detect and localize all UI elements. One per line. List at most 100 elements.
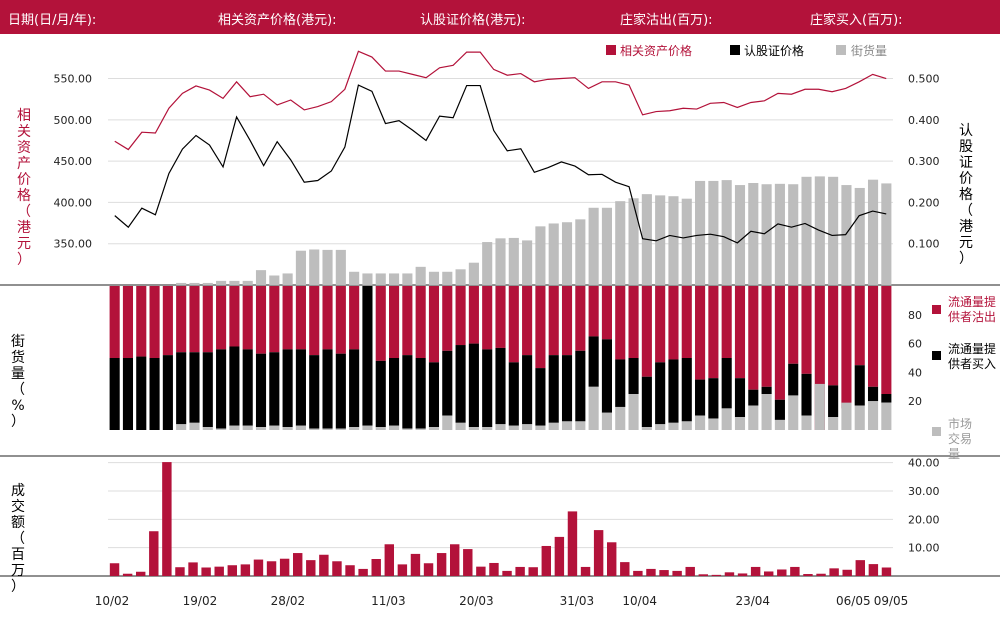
- axis-title-char: 格: [959, 187, 973, 203]
- lp-sell-bar: [695, 286, 706, 380]
- lp-buy-bar: [349, 349, 360, 428]
- axis-title-char: 关: [17, 124, 31, 140]
- turnover-bar: [397, 564, 408, 576]
- lp-buy-bar: [668, 359, 679, 423]
- lp-sell-bar: [601, 286, 612, 340]
- market-volume-bar: [362, 425, 373, 430]
- axis-title-char: 产: [17, 156, 31, 172]
- pct-tick-label: 60: [908, 338, 922, 351]
- right-tick-label: 0.400: [908, 114, 940, 127]
- lp-buy-bar: [522, 355, 533, 425]
- legend-swatch-outstanding: [836, 45, 846, 55]
- lp-sell-bar: [641, 286, 652, 377]
- lp-sell-bar: [455, 286, 466, 346]
- outstanding-bar: [468, 262, 479, 285]
- turnover-bars: [109, 462, 892, 576]
- lp-sell-bar: [801, 286, 812, 374]
- turnover-bar: [593, 530, 604, 576]
- turnover-bar: [188, 562, 198, 576]
- outstanding-bar: [242, 280, 253, 285]
- turnover-bar: [332, 561, 342, 576]
- x-tick-label: 11/03: [371, 594, 406, 608]
- pct-tick-label: 40: [908, 366, 922, 379]
- lp-buy-bar: [774, 399, 785, 420]
- market-volume-bar: [561, 421, 573, 430]
- turnover-bar: [436, 553, 447, 576]
- outstanding-bars: [176, 176, 892, 285]
- lp-sell-bar: [814, 286, 825, 430]
- market-volume-bar: [748, 405, 759, 430]
- header-bar: 日期(日/月/年): 相关资产价格(港元): 认股证价格(港元): 庄家沽出(百…: [0, 0, 1000, 34]
- lp-buy-bar: [362, 286, 373, 426]
- outstanding-bar: [801, 176, 812, 285]
- lp-buy-bar: [535, 368, 546, 426]
- lp-sell-bar: [668, 286, 679, 360]
- lp-sell-bar: [535, 286, 546, 369]
- axis-title-char: 认: [959, 123, 973, 139]
- market-volume-bar: [309, 428, 320, 430]
- lp-buy-bar: [641, 376, 652, 428]
- outstanding-bar: [535, 226, 546, 285]
- lp-buy-bar: [176, 352, 187, 425]
- lp-buy-bar: [295, 349, 306, 426]
- lp-sell-bar: [681, 286, 692, 358]
- axis-title-char: （: [959, 203, 973, 219]
- lp-buy-bar: [322, 349, 333, 429]
- outstanding-bar: [774, 183, 785, 285]
- lp-sell-bar: [615, 286, 626, 360]
- outstanding-bar: [721, 180, 732, 285]
- outstanding-bar: [668, 196, 679, 285]
- market-volume-bar: [761, 394, 772, 430]
- underlying-axis-title: 相关资产价格（港元）: [17, 108, 31, 268]
- axis-title-char: 资: [17, 140, 31, 156]
- axis-title-char: ）: [17, 252, 31, 268]
- turnover-bar: [777, 569, 787, 576]
- lp-buy-bar: [216, 349, 227, 429]
- turnover-bar: [541, 545, 552, 576]
- axis-title-char: 万: [11, 563, 25, 579]
- outstanding-bar: [442, 271, 453, 285]
- outstanding-bar: [176, 282, 187, 285]
- lp-buy-bar: [867, 386, 879, 402]
- market-volume-bar: [721, 408, 732, 430]
- market-volume-bar: [322, 428, 333, 430]
- lp-sell-bar: [282, 286, 293, 350]
- market-volume-bar: [508, 425, 519, 430]
- lp-buy-bar: [162, 355, 173, 430]
- lp-buy-bar: [282, 349, 293, 428]
- market-volume-bar: [402, 428, 413, 430]
- turnover-bar: [606, 542, 617, 576]
- market-volume-bar: [615, 406, 626, 430]
- lp-buy-bar: [415, 358, 426, 429]
- lp-buy-bar: [681, 358, 692, 422]
- legend-line: 交易: [948, 431, 972, 446]
- axis-title-char: （: [11, 382, 25, 398]
- market-volume-bar: [788, 395, 799, 430]
- market-volume-bar: [216, 428, 227, 430]
- turnover-bar: [201, 567, 211, 576]
- legend-outstanding: 街货量: [851, 43, 887, 58]
- lp-sell-bar: [349, 286, 360, 350]
- outstanding-bar: [655, 195, 666, 285]
- pct-tick-label: 80: [908, 309, 922, 322]
- outstanding-bar: [748, 182, 759, 285]
- right-tick-label: 0.300: [908, 155, 940, 168]
- axis-title-char: 港: [959, 219, 973, 235]
- turnover-bar: [214, 566, 224, 576]
- turnover-bar: [240, 564, 251, 576]
- legend-swatch-lp-buy: [932, 351, 941, 360]
- market-volume-bar: [349, 427, 360, 430]
- market-volume-bar: [269, 425, 280, 430]
- warrant-axis-title: 认股证价格（港元）: [959, 123, 973, 267]
- lp-buy-bar: [189, 352, 200, 423]
- lp-sell-bar: [734, 286, 746, 379]
- stack-legend: 流通量提供者沽出 流通量提供者买入 市场交易量: [932, 294, 996, 461]
- outstanding-bar: [548, 223, 559, 285]
- lp-buy-bar: [508, 362, 519, 426]
- turnover-tick-label: 10.00: [908, 542, 940, 555]
- market-volume-bar: [189, 422, 200, 430]
- market-volume-bar: [295, 425, 306, 430]
- lp-buy-bar: [202, 352, 213, 428]
- lp-sell-bar: [402, 286, 413, 356]
